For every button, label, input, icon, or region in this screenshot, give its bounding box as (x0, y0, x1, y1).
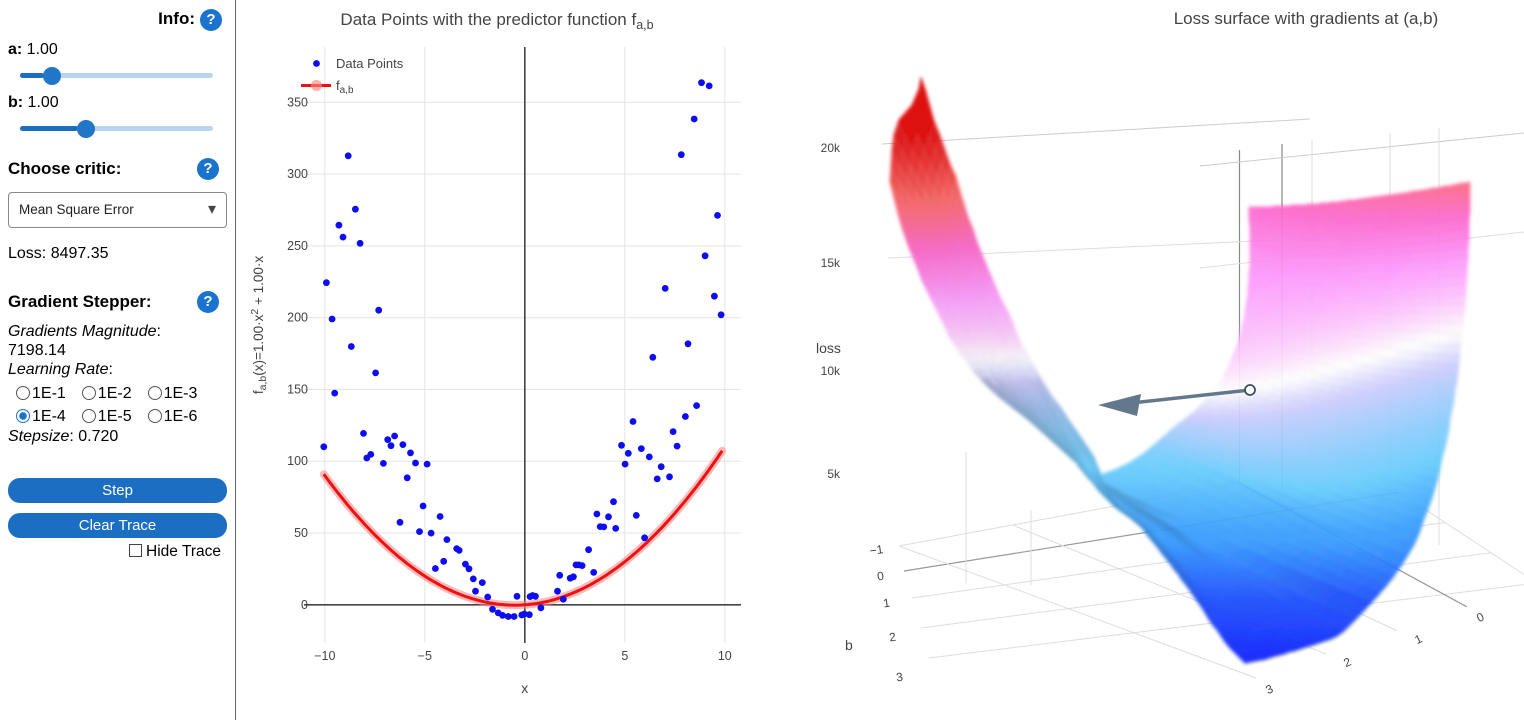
svg-text:150: 150 (287, 382, 308, 396)
svg-text:10: 10 (718, 649, 732, 663)
svg-text:Loss surface with gradients at: Loss surface with gradients at (a,b) (1174, 9, 1439, 28)
svg-text:−10: −10 (314, 649, 335, 663)
svg-text:20k: 20k (821, 141, 841, 155)
svg-text:−5: −5 (418, 649, 432, 663)
svg-text:0: 0 (301, 598, 308, 612)
svg-text:1: 1 (882, 596, 891, 611)
svg-text:Data Points with the predictor: Data Points with the predictor function … (340, 10, 653, 32)
svg-text:50: 50 (294, 526, 308, 540)
svg-text:2: 2 (888, 630, 897, 645)
svg-text:0: 0 (521, 649, 528, 663)
svg-text:fa,b(x)=1.00·x2 + 1.00·x: fa,b(x)=1.00·x2 + 1.00·x (249, 256, 269, 395)
svg-text:b: b (845, 637, 853, 653)
svg-text:100: 100 (287, 454, 308, 468)
svg-text:fa,b: fa,b (336, 78, 354, 96)
svg-text:−1: −1 (869, 542, 885, 558)
svg-text:Data Points: Data Points (336, 56, 404, 71)
svg-text:5: 5 (621, 649, 628, 663)
svg-text:350: 350 (287, 95, 308, 109)
svg-text:1: 1 (1412, 631, 1424, 647)
svg-text:0: 0 (876, 569, 885, 584)
svg-text:15k: 15k (821, 256, 841, 270)
svg-text:loss: loss (816, 340, 841, 356)
svg-text:250: 250 (287, 239, 308, 253)
svg-text:3: 3 (895, 670, 904, 685)
svg-text:200: 200 (287, 311, 308, 325)
svg-text:x: x (521, 680, 528, 696)
svg-text:300: 300 (287, 167, 308, 181)
svg-text:10k: 10k (821, 364, 841, 378)
svg-text:3: 3 (1263, 681, 1275, 697)
svg-text:2: 2 (1341, 654, 1353, 670)
svg-text:5k: 5k (827, 467, 841, 481)
svg-text:0: 0 (1474, 609, 1486, 625)
